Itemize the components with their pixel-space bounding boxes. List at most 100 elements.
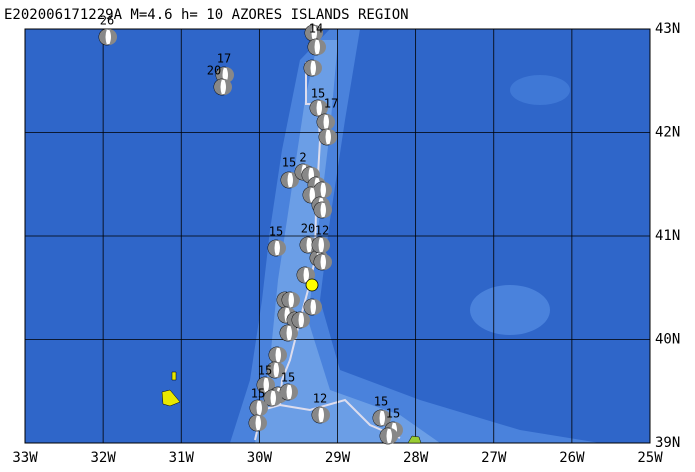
compression-quadrant	[302, 312, 310, 328]
compression-quadrant	[318, 39, 326, 55]
island	[171, 371, 177, 381]
lat-label: 42N	[655, 125, 680, 141]
compression-quadrant	[292, 312, 300, 328]
compression-quadrant	[305, 25, 313, 41]
compression-quadrant	[99, 29, 107, 45]
compression-quadrant	[314, 299, 322, 315]
lon-label: 28W	[403, 450, 429, 466]
event-label: 15	[311, 87, 325, 101]
lat-label: 39N	[655, 435, 680, 451]
compression-quadrant	[264, 390, 272, 406]
compression-quadrant	[109, 29, 117, 45]
compression-quadrant	[300, 237, 308, 253]
compression-quadrant	[312, 407, 320, 423]
event-label: 2	[299, 151, 306, 165]
compression-quadrant	[322, 237, 330, 253]
compression-quadrant	[267, 362, 275, 378]
compression-quadrant	[314, 60, 322, 76]
lat-label: 43N	[655, 21, 680, 37]
event-label: 15	[386, 407, 400, 421]
compression-quadrant	[327, 114, 335, 130]
compression-quadrant	[329, 129, 337, 145]
compression-quadrant	[269, 347, 277, 363]
compression-quadrant	[260, 400, 268, 416]
compression-quadrant	[315, 25, 323, 41]
event-label: 20	[207, 64, 221, 78]
compression-quadrant	[279, 347, 287, 363]
compression-quadrant	[314, 202, 322, 218]
event-label: 12	[313, 392, 327, 406]
lon-label: 26W	[559, 450, 585, 466]
compression-quadrant	[304, 299, 312, 315]
compression-quadrant	[319, 129, 327, 145]
compression-quadrant	[297, 267, 305, 283]
compression-quadrant	[308, 39, 316, 55]
compression-quadrant	[281, 172, 289, 188]
seamount	[510, 75, 570, 105]
event-label: 26	[100, 14, 114, 28]
event-label: 20	[301, 222, 315, 236]
compression-quadrant	[214, 79, 222, 95]
seamount	[470, 285, 550, 335]
lon-label: 33W	[12, 450, 38, 466]
compression-quadrant	[303, 187, 311, 203]
event-marker	[305, 278, 319, 292]
compression-quadrant	[278, 240, 286, 256]
island	[161, 389, 181, 407]
event-label: 17	[217, 52, 231, 66]
event-label: 17	[324, 97, 338, 111]
compression-quadrant	[380, 428, 388, 444]
event-label: 15	[269, 225, 283, 239]
event-label: 15	[251, 387, 265, 401]
lon-label: 30W	[247, 450, 273, 466]
lon-label: 27W	[481, 450, 507, 466]
event-label: 15	[281, 371, 295, 385]
compression-quadrant	[292, 292, 300, 308]
compression-quadrant	[290, 325, 298, 341]
compression-quadrant	[224, 79, 232, 95]
compression-quadrant	[274, 390, 282, 406]
compression-quadrant	[280, 384, 288, 400]
event-label: 15	[258, 364, 272, 378]
compression-quadrant	[322, 407, 330, 423]
compression-quadrant	[317, 114, 325, 130]
map-title: E202006171229A M=4.6 h= 10 AZORES ISLAND…	[4, 7, 409, 23]
compression-quadrant	[257, 377, 265, 393]
lat-label: 40N	[655, 332, 680, 348]
compression-quadrant	[226, 67, 234, 83]
compression-quadrant	[314, 254, 322, 270]
compression-quadrant	[324, 254, 332, 270]
compression-quadrant	[280, 325, 288, 341]
compression-quadrant	[295, 164, 303, 180]
compression-quadrant	[390, 428, 398, 444]
compression-quadrant	[383, 410, 391, 426]
compression-quadrant	[249, 415, 257, 431]
event-label: 15	[282, 156, 296, 170]
ridge-crest	[255, 40, 440, 443]
event-label: 14	[309, 22, 323, 36]
compression-quadrant	[277, 362, 285, 378]
compression-quadrant	[324, 202, 332, 218]
compression-quadrant	[282, 292, 290, 308]
compression-quadrant	[312, 237, 320, 253]
compression-quadrant	[278, 307, 286, 323]
event-label: 15	[374, 395, 388, 409]
event-label: 12	[315, 224, 329, 238]
lon-label: 32W	[90, 450, 116, 466]
compression-quadrant	[373, 410, 381, 426]
island	[407, 435, 422, 444]
compression-quadrant	[259, 415, 267, 431]
compression-quadrant	[250, 400, 258, 416]
lon-label: 25W	[637, 450, 663, 466]
lon-label: 31W	[169, 450, 195, 466]
compression-quadrant	[290, 384, 298, 400]
lat-label: 41N	[655, 228, 680, 244]
compression-quadrant	[304, 60, 312, 76]
lon-label: 29W	[325, 450, 351, 466]
compression-quadrant	[320, 100, 328, 116]
frame	[24, 28, 651, 444]
compression-quadrant	[302, 167, 310, 183]
compression-quadrant	[324, 182, 332, 198]
compression-quadrant	[268, 240, 276, 256]
